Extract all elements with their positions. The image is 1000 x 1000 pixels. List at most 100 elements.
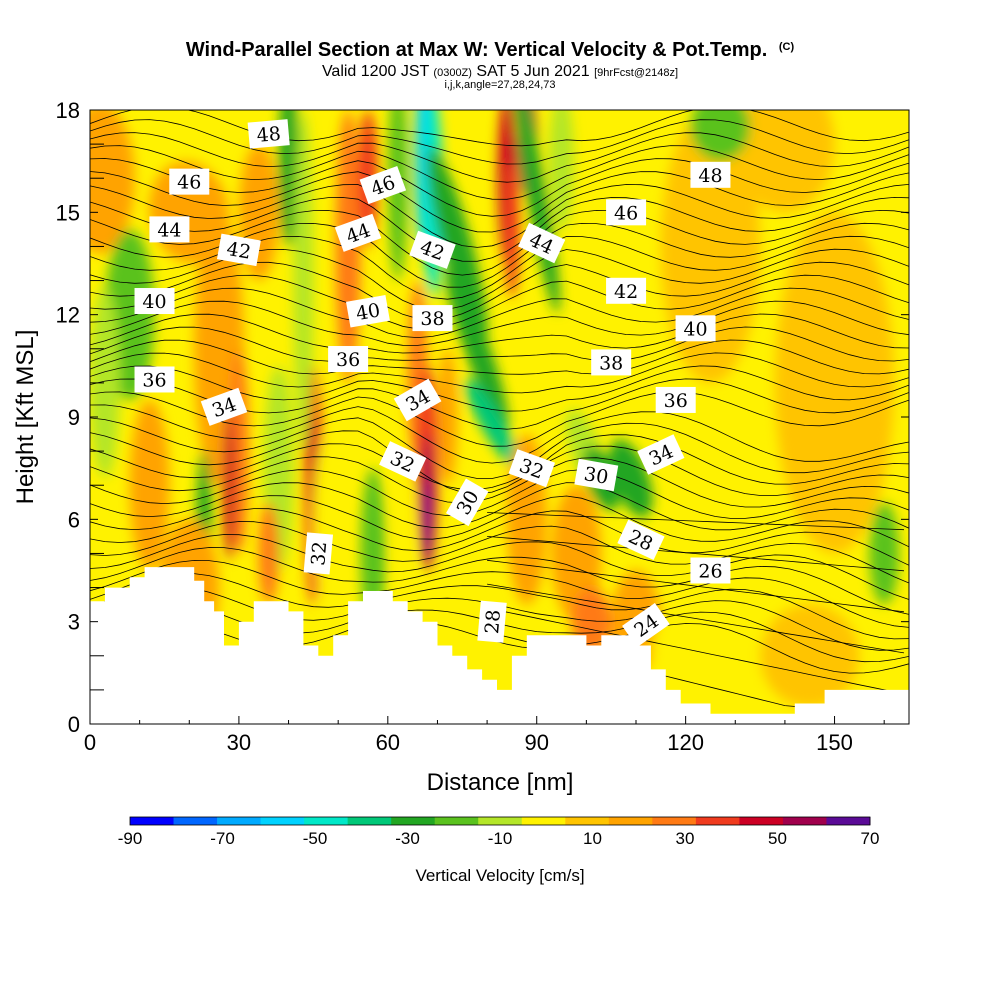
velocity-cell [760,604,860,707]
contour-label-box [690,161,731,188]
theta-contour [90,145,909,200]
theta-contour [90,352,909,394]
contour-label-group: 44 [518,222,566,264]
x-tick-label: 0 [84,730,96,755]
contour-label-box [675,315,716,342]
contour-label-box [334,213,382,252]
theta-contour [90,196,909,262]
contour-label-box [247,119,290,149]
contour-label-box [346,294,390,328]
colorbar-tick-label: 30 [676,829,695,848]
contour-label: 42 [614,281,638,303]
contour-label: 46 [177,172,201,194]
contour-label-box [477,600,507,643]
colorbar-swatch [521,817,566,825]
contour-label-box [637,434,685,475]
contour-labels: 4846444240363446444036423834323032444648… [134,119,731,648]
contour-label-box [445,478,489,527]
contour-label: 42 [225,238,253,264]
y-tick-label: 12 [56,303,80,328]
contour-label-box [134,288,175,315]
velocity-cell [445,268,509,430]
velocity-cell [735,110,835,213]
contour-label: 38 [599,352,623,374]
forecast-info: [9hrFcst@2148z] [594,67,678,79]
colorbar-swatch [434,817,479,825]
velocity-cell [387,110,408,281]
velocity-cell [437,348,458,486]
theta-contour [90,559,909,628]
velocity-cell [660,110,761,383]
velocity-cell [774,212,895,554]
theta-contour [90,184,909,248]
copyright-mark: (C) [779,41,795,53]
velocity-cell [129,399,170,571]
colorbar-tick-label: 10 [583,829,602,848]
contour-label-box [379,441,427,482]
colorbar-tick-label: 50 [768,829,787,848]
colorbar-swatch [391,817,436,825]
colorbar-swatch [304,817,349,825]
contour-label-box [149,216,190,243]
contour-label-box [591,349,632,376]
contour-label: 28 [481,609,505,635]
x-axis-title: Distance [nm] [427,769,574,796]
theta-contour [90,534,909,600]
contour-label-box [328,346,369,373]
colorbar-swatch [652,817,697,825]
chart-title: Wind-Parallel Section at Max W: Vertical… [186,39,795,61]
colorbar-swatch [478,817,523,825]
theta-contour [90,430,909,495]
contour-label-box [303,532,334,575]
contour-label-box [617,519,665,561]
colorbar-tick-label: -70 [210,829,235,848]
y-tick-label: 6 [68,507,80,532]
contour-label-group: 32 [303,532,334,575]
contour-label: 40 [354,299,382,325]
theta-contour [487,536,905,572]
contour-label-group: 36 [134,366,175,393]
chart-title-text: Wind-Parallel Section at Max W: Vertical… [186,39,767,61]
colorbar: -90 -70 -50 -30 -10 10 30 50 70 [118,816,880,848]
x-tick-label: 30 [227,730,251,755]
theta-contour [90,482,909,531]
contour-label: 26 [698,561,722,583]
x-tick-label: 90 [524,730,548,755]
contour-label-box [412,305,453,332]
colorbar-tick-label: -90 [118,829,143,848]
colorbar-tick-label: 70 [861,829,880,848]
theta-contour [90,404,909,464]
contour-label-group: 42 [409,230,456,269]
terrain-mask [90,567,909,724]
contour-label: 30 [582,463,610,489]
theta-contour [90,158,909,217]
contour-label-box [508,449,556,488]
theta-contour [487,607,905,695]
contour-label-group: 38 [591,349,632,376]
y-axis-title: Height [Kft MSL] [12,330,39,505]
velocity-cell [650,587,771,724]
x-tick-label: 60 [376,730,400,755]
valid-time: Valid 1200 JST [322,63,430,80]
theta-contour [90,300,909,346]
velocity-cell [551,485,602,622]
theta-contour [90,119,909,165]
theta-contour [90,417,909,479]
y-tick-label: 9 [68,405,80,430]
contour-label-box [518,222,566,264]
contour-label-group: 30 [574,458,619,492]
contour-label: 32 [307,541,331,567]
contour-label: 38 [420,308,444,330]
chart-subtitle: Valid 1200 JST (0300Z) SAT 5 Jun 2021 [9… [322,63,678,80]
contour-label-box [393,378,442,422]
y-tick-label: 0 [68,712,80,737]
contour-label-group: 42 [216,233,261,267]
theta-contour [90,391,909,447]
contour-label-group: 36 [655,386,696,413]
colorbar-frame [129,816,871,826]
theta-contour [90,274,909,330]
theta-contour [487,559,905,613]
contour-label-group: 40 [346,294,390,328]
contour-label-group: 46 [169,168,210,195]
